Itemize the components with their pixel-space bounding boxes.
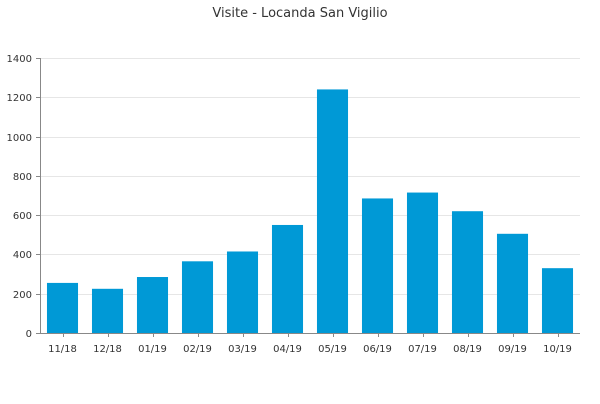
y-tick-label: 0 bbox=[26, 329, 32, 340]
axes bbox=[40, 58, 580, 334]
bars bbox=[46, 89, 574, 333]
gridlines bbox=[40, 58, 580, 295]
x-tick-label: 06/19 bbox=[363, 344, 392, 355]
y-tick-label: 400 bbox=[13, 250, 32, 261]
x-tick-label: 09/19 bbox=[498, 344, 527, 355]
bar-12-18 bbox=[91, 288, 124, 333]
bar-01-19 bbox=[136, 277, 169, 333]
y-tick-label: 1200 bbox=[7, 93, 32, 104]
bar-04-19 bbox=[271, 224, 304, 333]
x-axis-ticks: 11/18 12/18 01/19 02/19 03/19 04/19 05/19 06/19… bbox=[48, 333, 572, 355]
y-tick-label: 800 bbox=[13, 172, 32, 183]
x-tick-label: 07/19 bbox=[408, 344, 437, 355]
y-tick-label: 600 bbox=[13, 211, 32, 222]
bar-09-19 bbox=[496, 233, 529, 333]
x-tick-label: 10/19 bbox=[543, 344, 572, 355]
bar-05-19 bbox=[316, 89, 349, 333]
x-tick-label: 04/19 bbox=[273, 344, 302, 355]
bar-03-19 bbox=[226, 251, 259, 333]
x-tick-label: 03/19 bbox=[228, 344, 257, 355]
bar-06-19 bbox=[361, 198, 394, 333]
chart-title: Visite - Locanda San Vigilio bbox=[212, 6, 387, 21]
x-tick-label: 05/19 bbox=[318, 344, 347, 355]
x-tick-label: 11/18 bbox=[48, 344, 77, 355]
bar-08-19 bbox=[451, 211, 484, 333]
bar-10-19 bbox=[541, 268, 574, 333]
x-tick-label: 08/19 bbox=[453, 344, 482, 355]
x-tick-label: 01/19 bbox=[138, 344, 167, 355]
bar-02-19 bbox=[181, 261, 214, 333]
y-axis-ticks: 0 200 400 600 800 1000 1200 1400 bbox=[7, 54, 40, 340]
y-tick-label: 1000 bbox=[7, 133, 32, 144]
y-tick-label: 200 bbox=[13, 290, 32, 301]
x-tick-label: 02/19 bbox=[183, 344, 212, 355]
bar-11-18 bbox=[46, 282, 79, 333]
x-tick-label: 12/18 bbox=[93, 344, 122, 355]
y-tick-label: 1400 bbox=[7, 54, 32, 65]
bar-07-19 bbox=[406, 192, 439, 333]
